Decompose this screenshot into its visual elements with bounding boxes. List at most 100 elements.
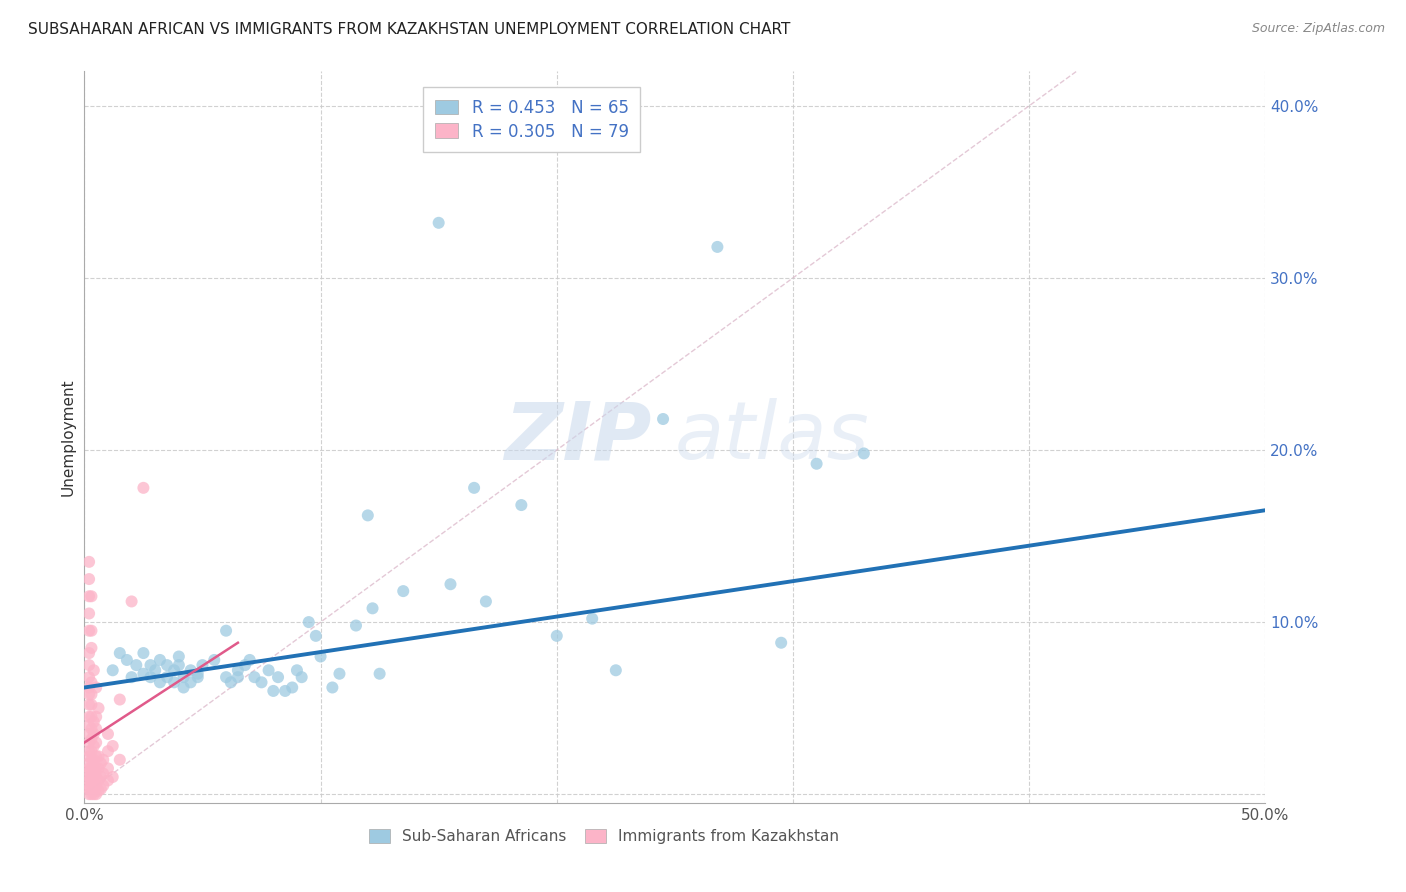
- Point: [706, 240, 728, 254]
- Point: [77, 727, 100, 741]
- Point: [101, 663, 124, 677]
- Point: [239, 653, 262, 667]
- Point: [77, 572, 100, 586]
- Point: [77, 658, 100, 673]
- Point: [80, 640, 103, 655]
- Point: [77, 718, 100, 732]
- Point: [84, 710, 107, 724]
- Point: [80, 624, 103, 638]
- Point: [77, 687, 100, 701]
- Text: atlas: atlas: [675, 398, 870, 476]
- Point: [121, 594, 143, 608]
- Point: [77, 773, 100, 788]
- Point: [281, 681, 304, 695]
- Point: [132, 666, 155, 681]
- Point: [180, 663, 202, 677]
- Point: [257, 663, 280, 677]
- Point: [226, 663, 249, 677]
- Point: [90, 782, 112, 797]
- Point: [91, 779, 114, 793]
- Point: [139, 670, 162, 684]
- Point: [77, 761, 100, 775]
- Point: [173, 681, 195, 695]
- Point: [77, 782, 100, 797]
- Point: [77, 787, 100, 801]
- Point: [80, 787, 103, 801]
- Point: [83, 770, 105, 784]
- Point: [80, 710, 103, 724]
- Point: [91, 753, 114, 767]
- Point: [77, 779, 100, 793]
- Point: [87, 773, 110, 788]
- Point: [581, 612, 603, 626]
- Point: [546, 629, 568, 643]
- Point: [90, 756, 112, 771]
- Point: [652, 412, 675, 426]
- Point: [101, 770, 124, 784]
- Point: [97, 761, 120, 775]
- Text: ZIP: ZIP: [503, 398, 651, 476]
- Point: [285, 663, 308, 677]
- Point: [121, 670, 143, 684]
- Point: [149, 653, 172, 667]
- Point: [84, 749, 107, 764]
- Point: [77, 646, 100, 660]
- Point: [143, 663, 166, 677]
- Point: [156, 670, 179, 684]
- Y-axis label: Unemployment: Unemployment: [60, 378, 76, 496]
- Point: [83, 727, 105, 741]
- Point: [83, 663, 105, 677]
- Point: [77, 681, 100, 695]
- Point: [80, 732, 103, 747]
- Point: [187, 670, 209, 684]
- Point: [605, 663, 627, 677]
- Point: [298, 615, 321, 629]
- Point: [84, 779, 107, 793]
- Point: [852, 446, 875, 460]
- Point: [77, 749, 100, 764]
- Point: [132, 481, 155, 495]
- Point: [97, 773, 120, 788]
- Point: [80, 753, 103, 767]
- Point: [267, 670, 290, 684]
- Point: [77, 589, 100, 603]
- Point: [80, 722, 103, 736]
- Point: [309, 649, 332, 664]
- Point: [219, 675, 242, 690]
- Point: [368, 666, 391, 681]
- Point: [439, 577, 461, 591]
- Point: [77, 744, 100, 758]
- Point: [87, 701, 110, 715]
- Point: [291, 670, 314, 684]
- Point: [80, 589, 103, 603]
- Point: [806, 457, 828, 471]
- Point: [87, 749, 110, 764]
- Point: [77, 607, 100, 621]
- Point: [77, 770, 100, 784]
- Point: [80, 698, 103, 712]
- Point: [226, 670, 249, 684]
- Point: [77, 624, 100, 638]
- Point: [463, 481, 485, 495]
- Point: [115, 653, 138, 667]
- Point: [83, 787, 105, 801]
- Point: [108, 646, 131, 660]
- Point: [84, 770, 107, 784]
- Point: [250, 675, 273, 690]
- Point: [215, 624, 238, 638]
- Point: [167, 658, 190, 673]
- Point: [361, 601, 384, 615]
- Point: [305, 629, 328, 643]
- Point: [77, 764, 100, 779]
- Point: [80, 779, 103, 793]
- Point: [87, 783, 110, 797]
- Point: [180, 675, 202, 690]
- Point: [77, 698, 100, 712]
- Point: [83, 761, 105, 775]
- Point: [163, 663, 186, 677]
- Point: [392, 584, 415, 599]
- Legend: Sub-Saharan Africans, Immigrants from Kazakhstan: Sub-Saharan Africans, Immigrants from Ka…: [363, 822, 845, 850]
- Point: [97, 744, 120, 758]
- Point: [357, 508, 380, 523]
- Point: [83, 714, 105, 729]
